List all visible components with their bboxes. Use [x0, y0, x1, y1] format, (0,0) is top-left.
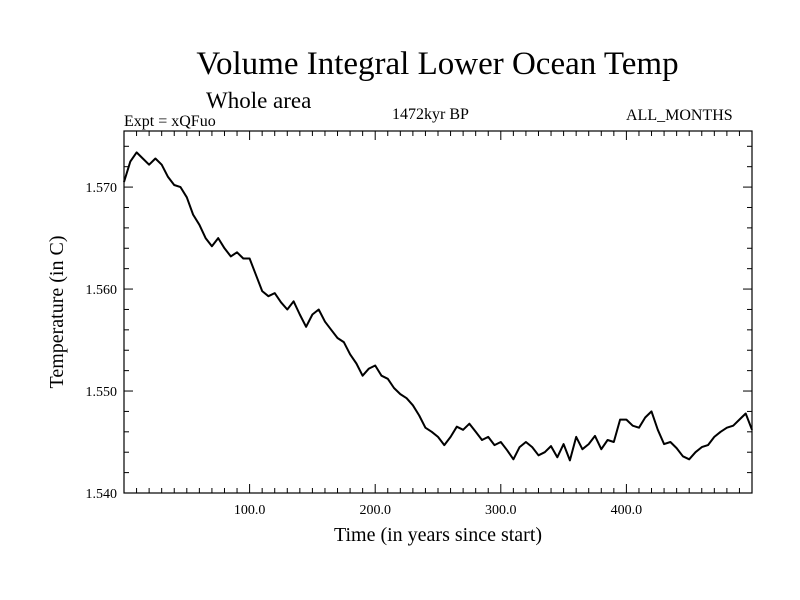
temperature-series-line: [123, 151, 753, 462]
chart-subtitle: Whole area: [206, 88, 312, 113]
axis-ticks: [124, 131, 752, 493]
x-axis-label: Time (in years since start): [334, 524, 542, 546]
y-tick-label: 1.560: [86, 283, 118, 298]
axis-tick-labels: 100.0 200.0 300.0 400.0 1.540 1.550 1.560 1.570: [86, 181, 643, 518]
months-label: ALL_MONTHS: [626, 107, 733, 124]
x-tick-label: 100.0: [234, 503, 266, 518]
experiment-label: Expt = xQFuo: [124, 113, 216, 130]
y-tick-label: 1.540: [86, 487, 118, 502]
period-label: 1472kyr BP: [392, 106, 469, 123]
y-tick-label: 1.550: [86, 385, 118, 400]
y-axis-label: Temperature (in C): [46, 236, 68, 389]
chart-title: Volume Integral Lower Ocean Temp: [196, 46, 679, 82]
plot-frame: [123, 130, 753, 494]
y-tick-label: 1.570: [86, 181, 118, 196]
x-tick-label: 200.0: [359, 503, 391, 518]
x-tick-label: 300.0: [485, 503, 517, 518]
x-tick-label: 400.0: [611, 503, 643, 518]
